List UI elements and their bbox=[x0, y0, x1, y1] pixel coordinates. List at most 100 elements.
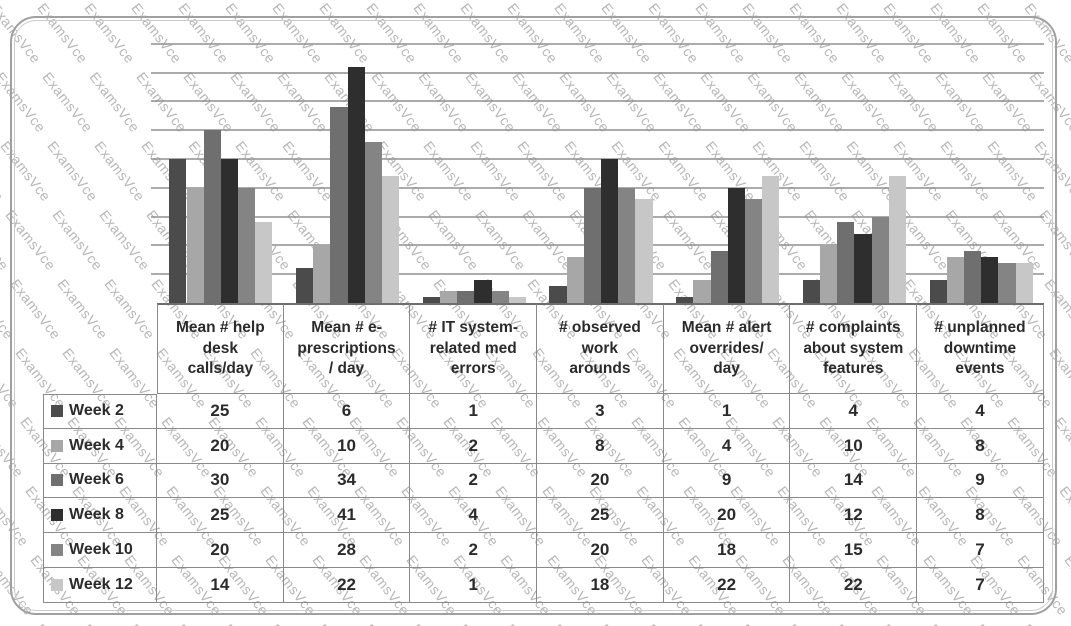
bar-week-2 bbox=[422, 297, 440, 303]
bar-week-4 bbox=[946, 256, 964, 303]
column-header: Mean # alert overrides/ day bbox=[663, 303, 791, 394]
watermark-text: ExamsVce bbox=[643, 621, 700, 626]
table-corner-cell bbox=[43, 303, 157, 394]
table-value-cell: 7 bbox=[917, 567, 1044, 603]
table-value-cell: 6 bbox=[283, 394, 411, 429]
table-value-cell: 20 bbox=[663, 498, 791, 534]
legend-cell-week-8: Week 8 bbox=[43, 498, 157, 534]
legend-swatch-week-8 bbox=[51, 509, 63, 522]
bar-week-12 bbox=[635, 199, 653, 303]
bar-group-category-2 bbox=[284, 15, 411, 303]
table-value-cell: 2 bbox=[410, 463, 538, 499]
bar-week-10 bbox=[491, 291, 509, 303]
watermark-text: ExamsVce bbox=[32, 621, 89, 626]
gridline-y-40 bbox=[157, 71, 1044, 74]
column-header: # IT system- related med errors bbox=[410, 303, 538, 394]
bar-group-category-6 bbox=[791, 15, 918, 303]
column-header: # unplanned downtime events bbox=[917, 303, 1044, 394]
watermark-text: ExamsVce bbox=[925, 621, 982, 626]
bar-week-6 bbox=[457, 291, 475, 303]
watermark-text: ExamsVce bbox=[690, 621, 747, 626]
axis-tick-y-5 bbox=[151, 273, 157, 276]
bar-week-12 bbox=[762, 176, 780, 303]
legend-swatch-week-6 bbox=[51, 474, 63, 487]
table-value-cell: 4 bbox=[410, 498, 538, 534]
bar-week-10 bbox=[871, 216, 889, 303]
bar-week-2 bbox=[929, 279, 947, 303]
table-value-cell: 1 bbox=[663, 394, 791, 429]
table-value-cell: 18 bbox=[537, 567, 664, 603]
bar-week-10 bbox=[998, 262, 1016, 303]
table-value-cell: 15 bbox=[790, 533, 918, 568]
bar-week-2 bbox=[549, 285, 567, 303]
table-value-cell: 8 bbox=[537, 428, 664, 464]
bar-group-category-3 bbox=[410, 15, 537, 303]
gridline-y-45 bbox=[157, 42, 1044, 45]
legend-swatch-week-10 bbox=[51, 544, 63, 557]
table-value-cell: 22 bbox=[790, 567, 918, 603]
table-value-cell: 28 bbox=[283, 533, 411, 568]
watermark-text: ExamsVce bbox=[126, 621, 183, 626]
bar-group-category-1 bbox=[157, 15, 284, 303]
watermark-text: ExamsVce bbox=[455, 621, 512, 626]
table-value-cell: 14 bbox=[157, 567, 284, 603]
column-header: Mean # help desk calls/day bbox=[157, 303, 284, 394]
table-value-cell: 25 bbox=[537, 498, 664, 534]
gridline-y-35 bbox=[157, 100, 1044, 103]
bar-group-category-7 bbox=[917, 15, 1044, 303]
bar-week-4 bbox=[313, 245, 331, 303]
bar-week-2 bbox=[802, 279, 821, 303]
axis-tick-y-40 bbox=[151, 71, 157, 74]
bar-week-8 bbox=[854, 233, 872, 303]
bar-week-4 bbox=[439, 291, 458, 303]
table-value-cell: 2 bbox=[410, 533, 538, 568]
legend-label: Week 2 bbox=[69, 402, 124, 420]
table-value-cell: 9 bbox=[917, 463, 1044, 499]
bar-week-4 bbox=[820, 245, 838, 303]
table-value-cell: 1 bbox=[410, 394, 538, 429]
table-value-cell: 1 bbox=[410, 567, 538, 603]
watermark-text: ExamsVce bbox=[408, 621, 465, 626]
legend-cell-week-4: Week 4 bbox=[43, 428, 157, 464]
legend-cell-week-6: Week 6 bbox=[43, 463, 157, 499]
table-value-cell: 30 bbox=[157, 463, 284, 499]
watermark-text: ExamsVce bbox=[0, 621, 42, 626]
watermark-text: ExamsVce bbox=[173, 621, 230, 626]
watermark-text: ExamsVce bbox=[831, 621, 888, 626]
gridline-y-25 bbox=[157, 158, 1044, 160]
bar-group-category-5 bbox=[664, 15, 791, 303]
axis-tick-y-45 bbox=[151, 42, 157, 45]
table-value-cell: 25 bbox=[157, 394, 284, 429]
watermark-text: ExamsVce bbox=[972, 621, 1029, 626]
bar-week-2 bbox=[296, 268, 314, 303]
watermark-text: ExamsVce bbox=[1066, 621, 1071, 626]
bar-week-8 bbox=[347, 66, 365, 303]
axis-tick-y-35 bbox=[151, 100, 157, 103]
table-value-cell: 25 bbox=[157, 498, 284, 534]
legend-label: Week 6 bbox=[69, 471, 124, 489]
table-value-cell: 8 bbox=[917, 498, 1044, 534]
bar-week-2 bbox=[676, 297, 694, 303]
bar-week-4 bbox=[566, 256, 584, 303]
bar-week-8 bbox=[474, 279, 492, 303]
legend-label: Week 8 bbox=[69, 506, 124, 524]
card-border-inner bbox=[14, 20, 1053, 611]
bar-week-10 bbox=[364, 141, 382, 303]
bar-week-12 bbox=[888, 176, 907, 303]
bar-chart-plot-area bbox=[151, 15, 1044, 303]
table-value-cell: 20 bbox=[157, 428, 284, 464]
bar-week-6 bbox=[203, 130, 221, 303]
column-header: # observed work arounds bbox=[537, 303, 664, 394]
bar-week-12 bbox=[255, 222, 273, 303]
table-value-cell: 18 bbox=[663, 533, 791, 568]
column-header: # complaints about system features bbox=[790, 303, 918, 394]
table-value-cell: 4 bbox=[790, 394, 918, 429]
table-value-cell: 10 bbox=[283, 428, 411, 464]
column-header: Mean # e- prescriptions / day bbox=[283, 303, 411, 394]
watermark-text: ExamsVce bbox=[1056, 483, 1071, 550]
bar-week-6 bbox=[330, 107, 348, 303]
legend-label: Week 10 bbox=[69, 541, 133, 559]
watermark-text: ExamsVce bbox=[314, 621, 371, 626]
bar-group-category-4 bbox=[537, 15, 664, 303]
